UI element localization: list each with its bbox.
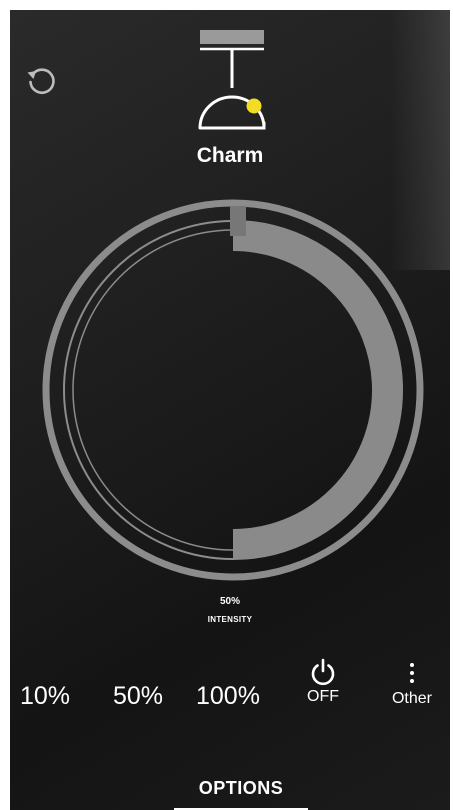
preset-100-button[interactable]: 100% [196,682,260,710]
other-button[interactable]: Other [382,662,442,718]
device-name: Charm [196,144,264,167]
intensity-value: 50% [219,596,240,607]
off-label: OFF [307,688,339,705]
intensity-dial[interactable] [40,190,426,590]
app-screen: Charm 50% INTENSITY 10% 50% 100% OFF Oth… [10,10,450,810]
intensity-arc [232,221,402,559]
preset-50-button[interactable]: 50% [113,682,164,710]
intensity-label: INTENSITY [207,615,253,624]
pendant-lamp-icon [194,28,268,140]
off-button[interactable]: OFF [302,658,344,720]
lamp-light-indicator [246,98,262,114]
options-tab[interactable]: OPTIONS [174,778,308,810]
dial-outer-ring [42,199,424,581]
power-icon [311,658,335,686]
reset-icon[interactable] [24,64,58,98]
other-label: Other [391,690,432,707]
preset-10-button[interactable]: 10% [20,682,71,710]
intensity-arc-start [230,206,246,236]
more-vertical-icon [410,663,414,683]
